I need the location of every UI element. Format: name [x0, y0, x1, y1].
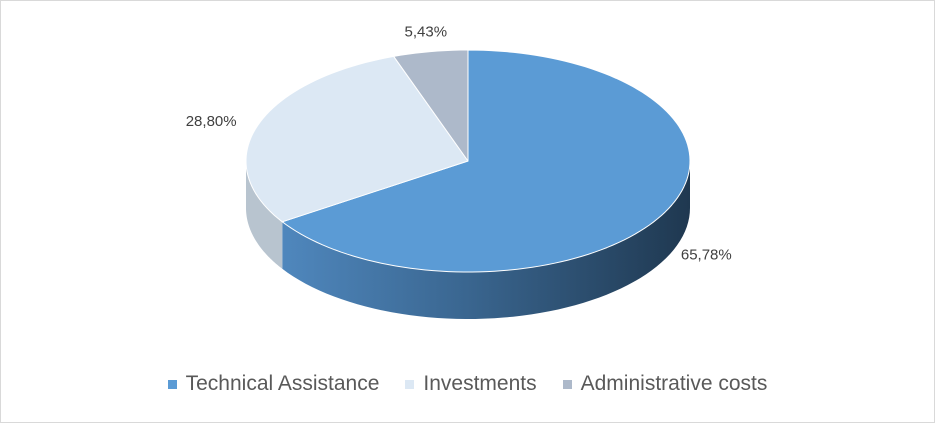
- legend-swatch: [405, 379, 415, 389]
- slice-technical-assistance: [281, 49, 691, 273]
- data-label-technical-assistance: 65,78%: [681, 246, 732, 263]
- legend: Technical Assistance Investments Adminis…: [1, 369, 934, 399]
- legend-item-administrative-costs: Administrative costs: [562, 372, 768, 396]
- data-label-investments: 28,80%: [186, 113, 237, 130]
- legend-swatch: [562, 379, 572, 389]
- legend-label: Investments: [423, 372, 537, 395]
- slice-side-investments: [246, 161, 283, 269]
- slice-side-technical-assistance: [282, 161, 690, 319]
- data-label-administrative-costs: 5,43%: [405, 23, 448, 40]
- legend-swatch: [167, 379, 177, 389]
- legend-item-investments: Investments: [405, 372, 537, 396]
- legend-item-technical-assistance: Technical Assistance: [167, 372, 380, 396]
- legend-label: Technical Assistance: [185, 372, 380, 395]
- slice-administrative-costs: [393, 49, 469, 162]
- slice-investments: [245, 55, 469, 223]
- pie-chart: 65,78% 28,80% 5,43%: [186, 23, 732, 319]
- legend-label: Administrative costs: [580, 372, 768, 395]
